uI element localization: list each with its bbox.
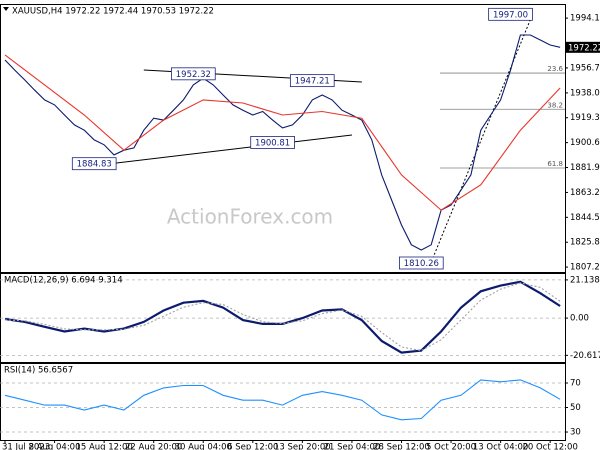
y-tick-label: 1938.00 xyxy=(570,88,600,98)
last-price-label: 1972.22 xyxy=(568,43,600,53)
series-line xyxy=(4,54,561,211)
annotation-label: 1900.81 xyxy=(255,138,290,148)
annotation-label: 1997.00 xyxy=(493,10,528,20)
annotation-box xyxy=(171,67,216,81)
y-tick-label: 1863.25 xyxy=(570,188,600,198)
fib-label: 61.8 xyxy=(547,160,563,168)
annotation-label: 1810.26 xyxy=(404,259,439,269)
y-tick-label: 0.00 xyxy=(570,314,589,324)
panel-title: MACD(12,26,9) 6.694 9.314 xyxy=(4,276,123,286)
y-tick-label: -20.617 xyxy=(570,351,600,361)
y-tick-label: 1881.95 xyxy=(570,163,600,173)
panel-frame xyxy=(0,4,566,273)
x-tick-label: 30 Aug 04:00 xyxy=(175,443,232,450)
y-tick-label: 30 xyxy=(570,428,581,438)
y-tick-label: 1825.85 xyxy=(570,238,600,248)
x-tick-label: 22 Aug 20:00 xyxy=(125,443,182,450)
annotation-box xyxy=(488,7,533,21)
y-tick-label: 1844.55 xyxy=(570,213,600,223)
fib-label: 38.2 xyxy=(547,101,563,109)
annotation-label: 1952.32 xyxy=(176,70,211,80)
y-tick-label: 50 xyxy=(570,403,581,413)
y-tick-label: 1900.65 xyxy=(570,138,600,148)
y-tick-label: 70 xyxy=(570,379,581,389)
annotation-box xyxy=(289,74,335,88)
x-tick-label: 5 Oct 20:00 xyxy=(426,443,476,450)
annotation-box xyxy=(399,256,444,270)
watermark: ActionForex.com xyxy=(167,205,333,229)
x-tick-label: 6 Sep 12:00 xyxy=(227,443,278,450)
y-tick-label: 1807.20 xyxy=(570,263,600,273)
annotation-label: 1947.21 xyxy=(295,77,330,87)
x-tick-label: 20 Oct 12:00 xyxy=(522,443,577,450)
series-line xyxy=(4,379,561,421)
annotation-box xyxy=(250,136,295,149)
y-tick-label: 1994.15 xyxy=(570,14,600,24)
y-tick-label: 1956.75 xyxy=(570,63,600,73)
panel-title: XAUUSD,H4 1972.22 1972.44 1970.53 1972.2… xyxy=(12,7,214,17)
series-line xyxy=(4,282,561,352)
fib-label: 23.6 xyxy=(547,65,563,73)
trendline xyxy=(74,134,352,169)
x-tick-label: 13 Sep 20:00 xyxy=(274,443,331,450)
series-line xyxy=(4,34,561,251)
x-tick-label: 15 Aug 12:00 xyxy=(75,443,132,450)
series-line xyxy=(4,280,561,354)
y-tick-label: 1919.35 xyxy=(570,113,600,123)
x-tick-label: 31 Jul 2023 xyxy=(2,443,50,450)
last-price-box xyxy=(566,41,600,53)
panel-title: RSI(14) 56.6567 xyxy=(4,366,73,376)
y-tick-label: 21.138 xyxy=(570,275,600,285)
annotation-label: 1884.83 xyxy=(77,160,112,170)
x-tick-label: 21 Sep 04:00 xyxy=(324,443,381,450)
x-tick-label: 8 Aug 04:00 xyxy=(29,443,81,450)
x-tick-label: 28 Sep 12:00 xyxy=(373,443,430,450)
x-tick-label: 13 Oct 04:00 xyxy=(473,443,528,450)
panel-frame xyxy=(0,363,566,441)
annotation-box xyxy=(71,157,117,171)
menu-triangle xyxy=(3,7,9,11)
